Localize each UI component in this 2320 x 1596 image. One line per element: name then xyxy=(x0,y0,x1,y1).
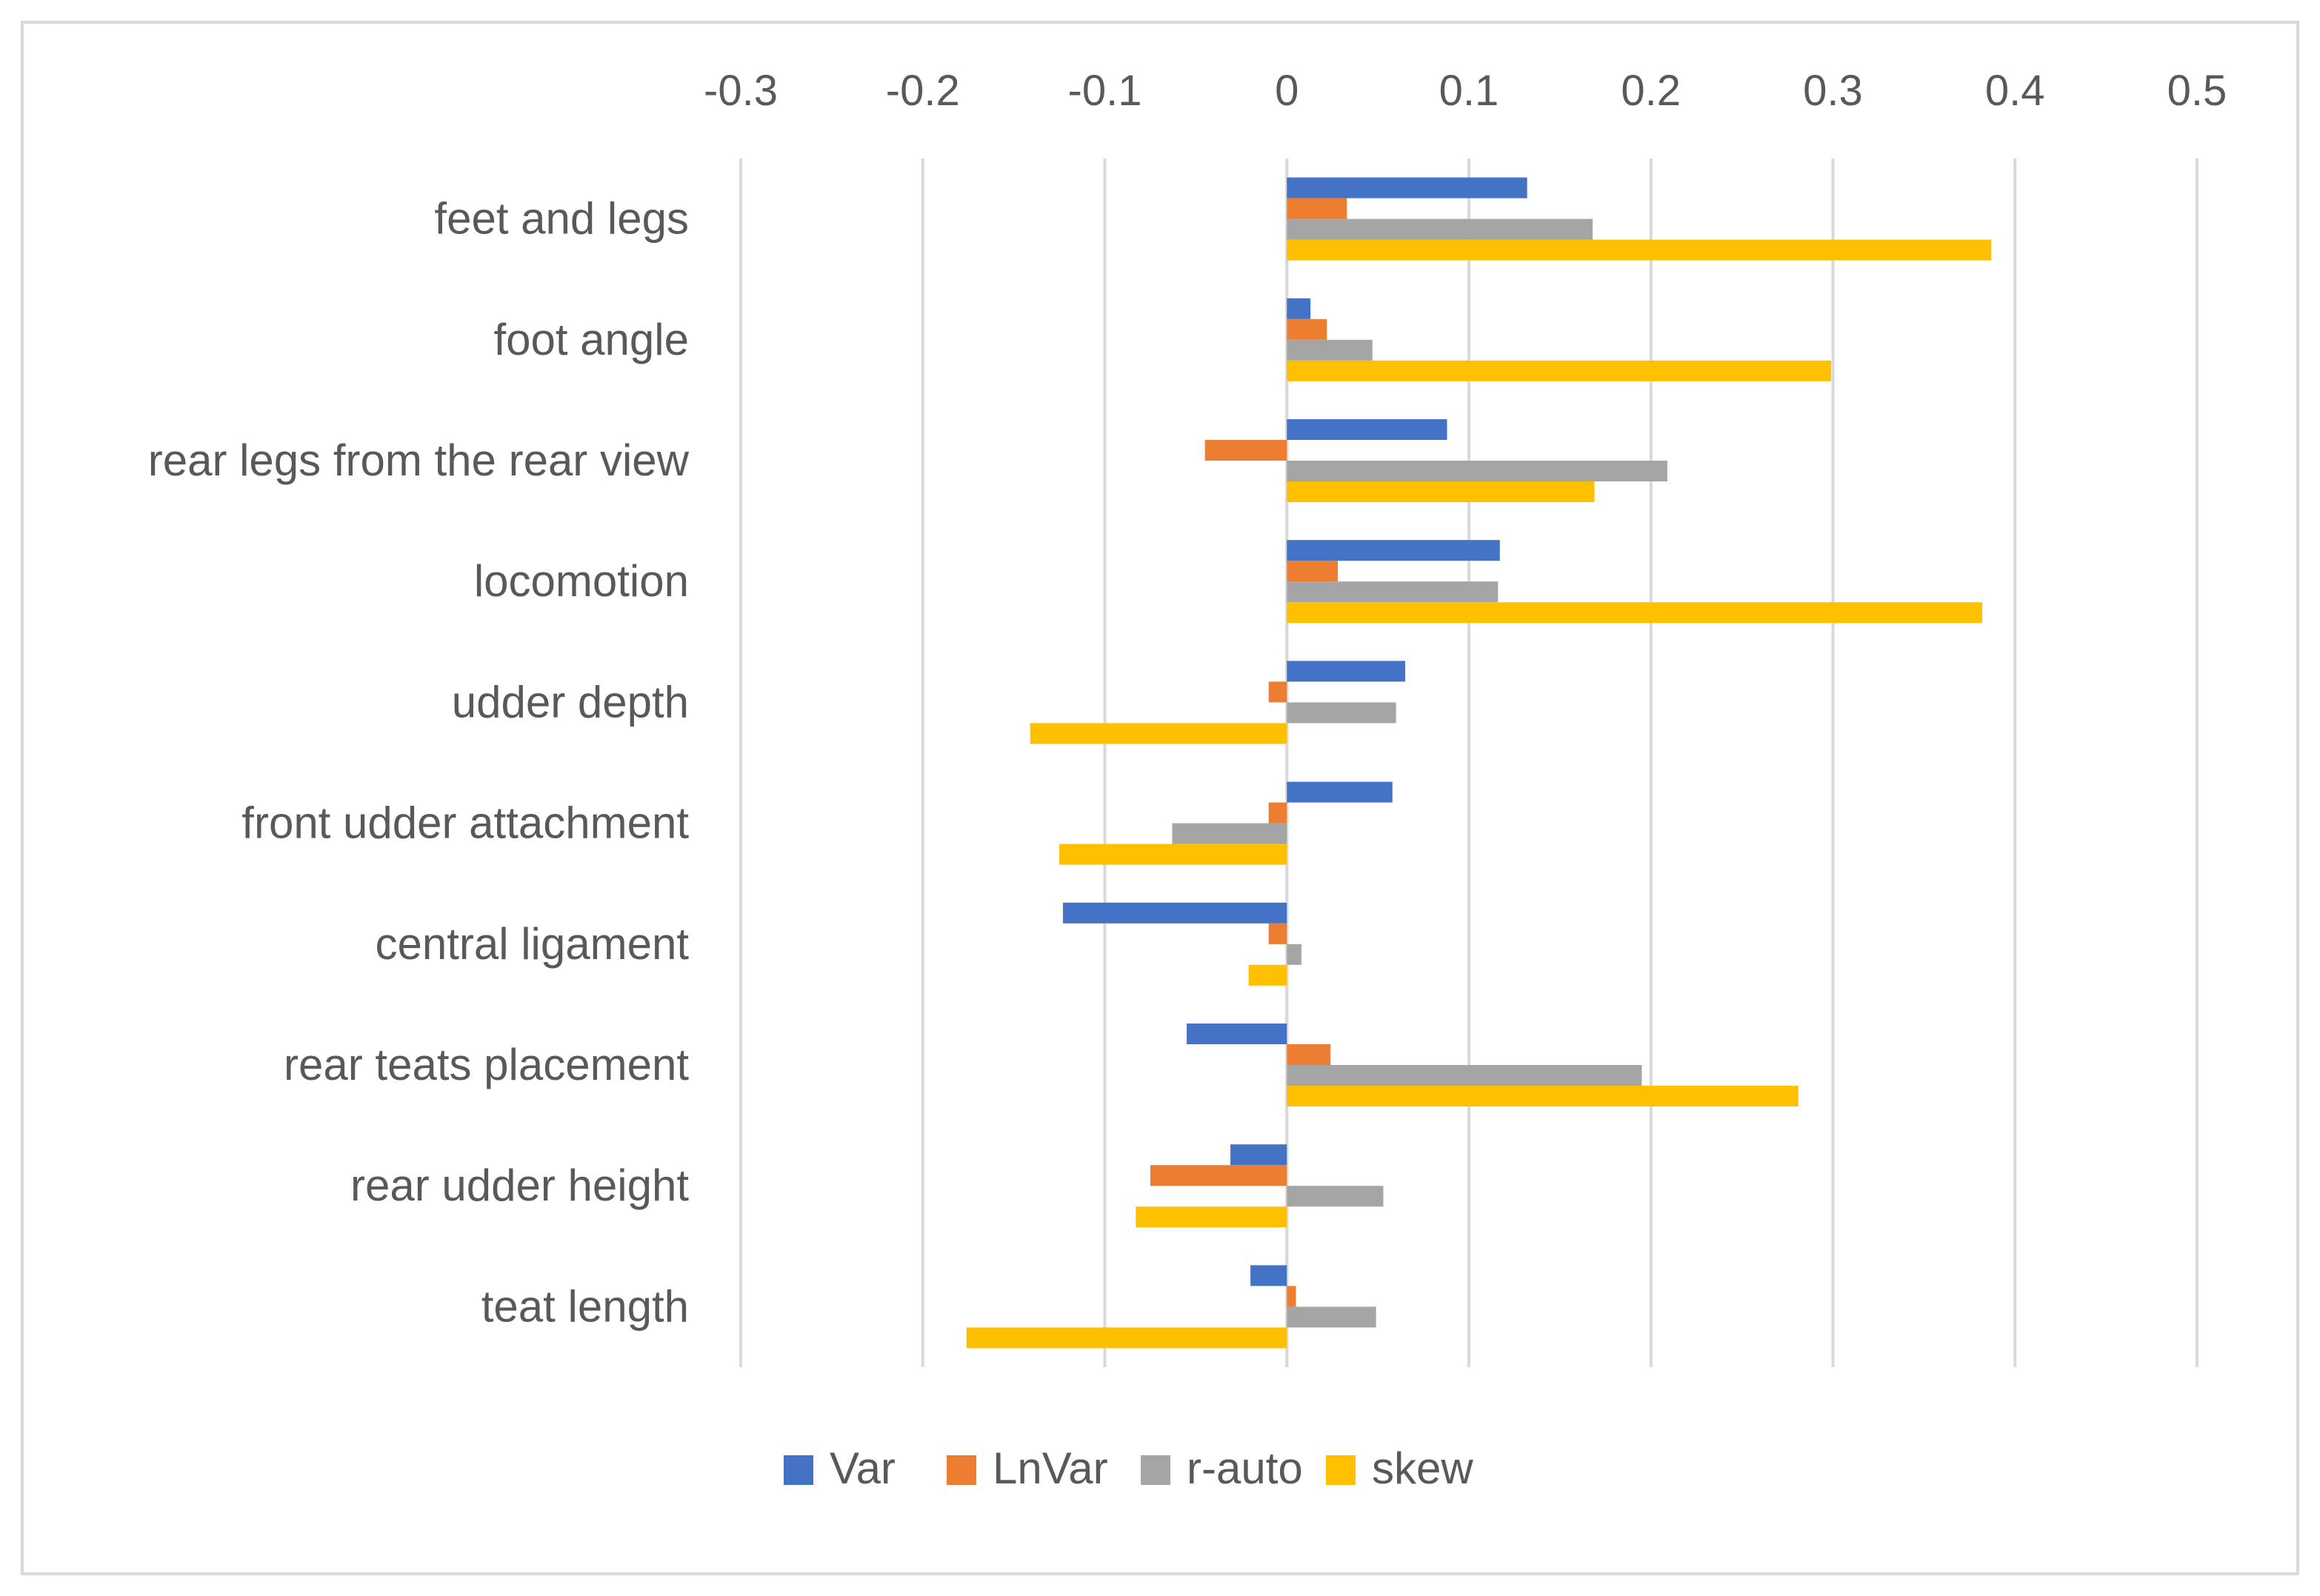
category-label: locomotion xyxy=(474,556,689,606)
bar-r-auto xyxy=(1287,1186,1384,1207)
bar-r-auto xyxy=(1287,1065,1642,1086)
bar-skew xyxy=(1287,602,1983,624)
bar-lnvar xyxy=(1268,681,1287,703)
bar-r-auto xyxy=(1287,461,1667,481)
category-label: front udder attachment xyxy=(241,798,689,848)
x-tick-label: 0 xyxy=(1275,67,1299,115)
bar-lnvar xyxy=(1150,1165,1287,1186)
x-axis-ticks: -0.3 -0.2 -0.1 0 0.1 0.2 0.3 0.4 0.5 xyxy=(704,67,2227,115)
bar-var xyxy=(1230,1144,1287,1166)
bar-var xyxy=(1287,661,1405,682)
bar-var xyxy=(1287,419,1447,440)
category-label: rear legs from the rear view xyxy=(148,435,690,485)
gridlines xyxy=(739,158,2199,1367)
category-label: rear teats placement xyxy=(284,1040,689,1089)
bar-lnvar xyxy=(1268,923,1287,944)
x-tick-label: -0.2 xyxy=(886,67,960,115)
bar-r-auto xyxy=(1287,702,1396,724)
bar-var xyxy=(1287,540,1500,561)
bar-lnvar xyxy=(1287,1044,1331,1065)
bar-r-auto xyxy=(1287,218,1593,240)
category-label: central ligament xyxy=(375,919,689,969)
bar-skew xyxy=(1287,1086,1799,1106)
bar-lnvar xyxy=(1287,561,1339,582)
category-label: foot angle xyxy=(493,315,689,364)
bar-var xyxy=(1187,1024,1287,1044)
bar-skew xyxy=(1136,1206,1287,1228)
category-label: feet and legs xyxy=(434,194,689,244)
bar-var xyxy=(1062,902,1287,924)
legend-label[interactable]: Var xyxy=(830,1443,896,1493)
bar-var xyxy=(1287,298,1311,319)
bar-var xyxy=(1287,781,1393,803)
bar-lnvar xyxy=(1287,318,1327,340)
bar-lnvar xyxy=(1287,198,1347,219)
legend-swatch xyxy=(784,1455,813,1485)
bar-skew xyxy=(1248,964,1287,986)
x-tick-label: -0.1 xyxy=(1068,67,1142,115)
bars xyxy=(966,177,1992,1349)
bar-lnvar xyxy=(1204,440,1287,461)
bar-var xyxy=(1250,1265,1287,1286)
bar-r-auto xyxy=(1287,944,1301,965)
x-tick-label: -0.3 xyxy=(704,67,778,115)
bar-lnvar xyxy=(1268,802,1287,824)
bar-skew xyxy=(966,1327,1287,1349)
bar-skew xyxy=(1287,481,1595,502)
x-tick-label: 0.5 xyxy=(2167,67,2227,115)
bar-skew xyxy=(1030,723,1287,744)
bar-r-auto xyxy=(1172,823,1287,844)
bar-lnvar xyxy=(1287,1286,1296,1307)
bar-var xyxy=(1287,177,1527,198)
legend-swatch xyxy=(1326,1455,1356,1485)
x-tick-label: 0.3 xyxy=(1803,67,1863,115)
y-axis-categories: feet and legs foot angle rear legs from th… xyxy=(148,194,690,1332)
chart-frame xyxy=(21,21,2299,1575)
x-tick-label: 0.2 xyxy=(1621,67,1681,115)
category-label: rear udder height xyxy=(350,1161,689,1210)
bar-r-auto xyxy=(1287,581,1499,603)
legend-swatch xyxy=(1141,1455,1170,1485)
bar-r-auto xyxy=(1287,1306,1376,1328)
x-tick-label: 0.1 xyxy=(1439,67,1499,115)
legend-label[interactable]: LnVar xyxy=(993,1443,1108,1493)
category-label: teat length xyxy=(481,1281,689,1331)
category-label: udder depth xyxy=(452,677,689,727)
legend-label[interactable]: skew xyxy=(1372,1443,1473,1493)
bar-r-auto xyxy=(1287,339,1373,361)
legend-label[interactable]: r-auto xyxy=(1187,1443,1303,1493)
legend[interactable]: Var LnVar r-auto skew xyxy=(784,1443,1473,1493)
legend-swatch xyxy=(947,1455,976,1485)
bar-skew xyxy=(1287,239,1992,261)
bar-skew xyxy=(1287,360,1832,381)
bar-skew xyxy=(1059,844,1287,865)
x-tick-label: 0.4 xyxy=(1985,67,2045,115)
